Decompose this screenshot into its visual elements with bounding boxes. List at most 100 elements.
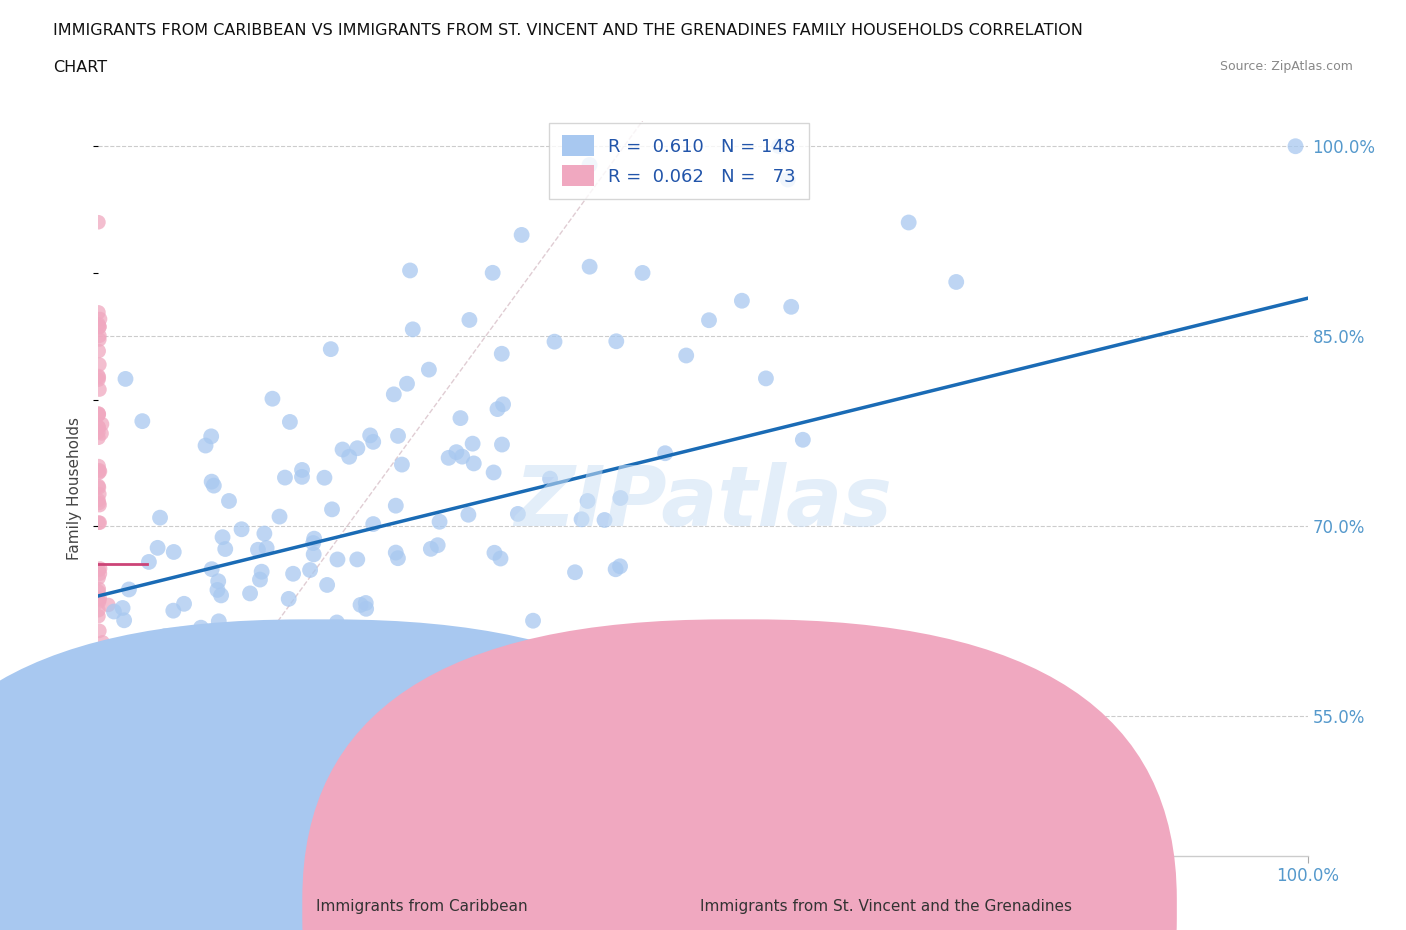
Point: [262, 392, 284, 406]
Point: [274, 471, 297, 485]
Point: [89, 312, 111, 326]
Point: [87, 493, 110, 508]
Point: [576, 494, 599, 509]
Point: [217, 705, 239, 720]
Point: [277, 591, 299, 606]
Point: [149, 511, 172, 525]
Point: [89, 744, 111, 759]
Point: [87, 515, 110, 530]
Point: [190, 620, 212, 635]
Point: [90, 793, 112, 808]
Point: [97, 597, 120, 612]
Point: [100, 683, 122, 698]
Point: [449, 411, 471, 426]
Point: [260, 622, 283, 637]
Point: [201, 474, 224, 489]
Point: [172, 646, 194, 661]
Point: [593, 512, 616, 527]
Point: [256, 540, 278, 555]
Point: [605, 334, 627, 349]
Point: [326, 552, 349, 567]
Point: [87, 603, 110, 618]
Point: [112, 660, 135, 675]
Point: [87, 694, 110, 709]
Point: [361, 517, 384, 532]
Point: [89, 320, 111, 335]
Point: [87, 419, 110, 434]
Point: [87, 777, 110, 792]
Point: [87, 592, 110, 607]
Point: [194, 438, 217, 453]
Point: [354, 680, 377, 695]
Point: [254, 753, 277, 768]
Point: [91, 417, 114, 432]
Point: [214, 541, 236, 556]
Point: [631, 265, 654, 280]
Point: [202, 478, 225, 493]
Point: [89, 747, 111, 762]
Point: [162, 604, 184, 618]
Point: [302, 531, 325, 546]
Point: [131, 414, 153, 429]
Point: [87, 496, 110, 511]
Point: [200, 632, 222, 647]
Point: [90, 794, 112, 809]
Point: [111, 601, 134, 616]
Point: [731, 293, 754, 308]
Point: [446, 445, 468, 459]
Point: [405, 640, 427, 655]
Point: [291, 462, 314, 477]
Point: [371, 713, 394, 728]
Point: [491, 437, 513, 452]
Point: [426, 538, 449, 552]
Point: [768, 139, 790, 153]
Point: [87, 465, 110, 480]
Point: [384, 545, 406, 560]
Point: [595, 709, 617, 724]
Point: [481, 265, 503, 280]
Text: Source: ZipAtlas.com: Source: ZipAtlas.com: [1219, 60, 1353, 73]
Point: [89, 515, 111, 530]
Point: [87, 407, 110, 422]
Point: [87, 305, 110, 320]
Point: [89, 357, 111, 372]
Point: [278, 415, 301, 430]
Point: [232, 643, 254, 658]
Point: [391, 458, 413, 472]
Point: [776, 172, 799, 187]
Point: [87, 798, 110, 813]
Point: [309, 629, 332, 644]
Point: [163, 545, 186, 560]
Point: [384, 626, 406, 641]
Point: [207, 582, 229, 597]
Point: [302, 547, 325, 562]
Point: [153, 629, 176, 644]
Point: [419, 541, 441, 556]
Point: [489, 551, 512, 566]
Point: [87, 744, 110, 759]
Point: [89, 727, 111, 742]
Point: [755, 371, 778, 386]
Point: [463, 456, 485, 471]
Point: [486, 402, 509, 417]
Point: [89, 716, 111, 731]
Point: [87, 215, 110, 230]
Point: [492, 397, 515, 412]
Point: [87, 431, 110, 445]
Point: [387, 551, 409, 565]
Point: [276, 737, 298, 751]
Point: [253, 526, 276, 541]
Point: [89, 591, 111, 606]
Point: [457, 507, 479, 522]
Point: [675, 348, 697, 363]
Point: [87, 609, 110, 624]
Point: [176, 661, 198, 676]
Point: [283, 629, 305, 644]
Point: [87, 458, 110, 473]
Point: [87, 419, 110, 434]
Point: [361, 434, 384, 449]
Point: [146, 540, 169, 555]
Point: [89, 623, 111, 638]
Point: [87, 581, 110, 596]
Point: [291, 470, 314, 485]
